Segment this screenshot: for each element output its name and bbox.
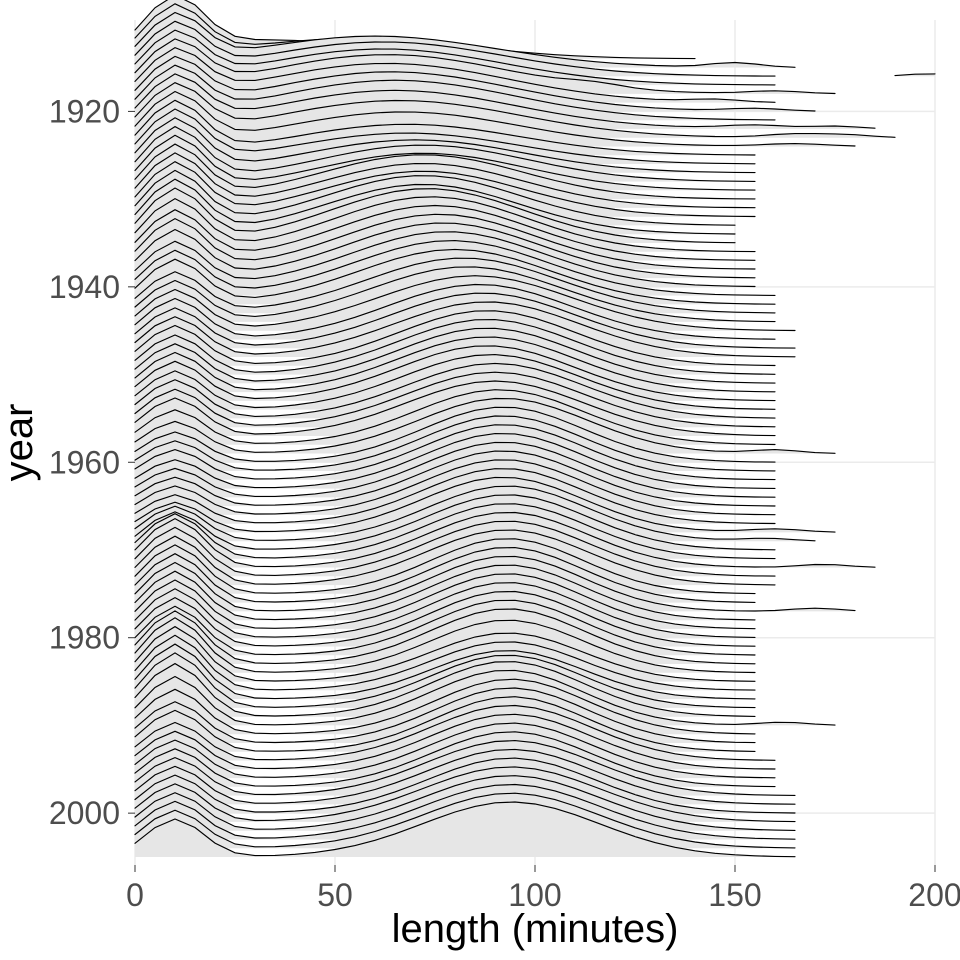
y-tick-label: 1960 [49,444,120,480]
x-tick-label: 150 [708,877,761,913]
x-axis-title: length (minutes) [392,907,679,951]
x-tick-label: 200 [908,877,960,913]
y-tick-label: 1980 [49,620,120,656]
x-tick-label: 50 [317,877,353,913]
y-tick-label: 1920 [49,93,120,129]
ridgeline-chart: 05010015020019201940196019802000length (… [0,0,960,960]
y-axis-title: year [0,404,41,482]
x-tick-label: 0 [126,877,144,913]
y-tick-label: 2000 [49,795,120,831]
y-tick-label: 1940 [49,269,120,305]
